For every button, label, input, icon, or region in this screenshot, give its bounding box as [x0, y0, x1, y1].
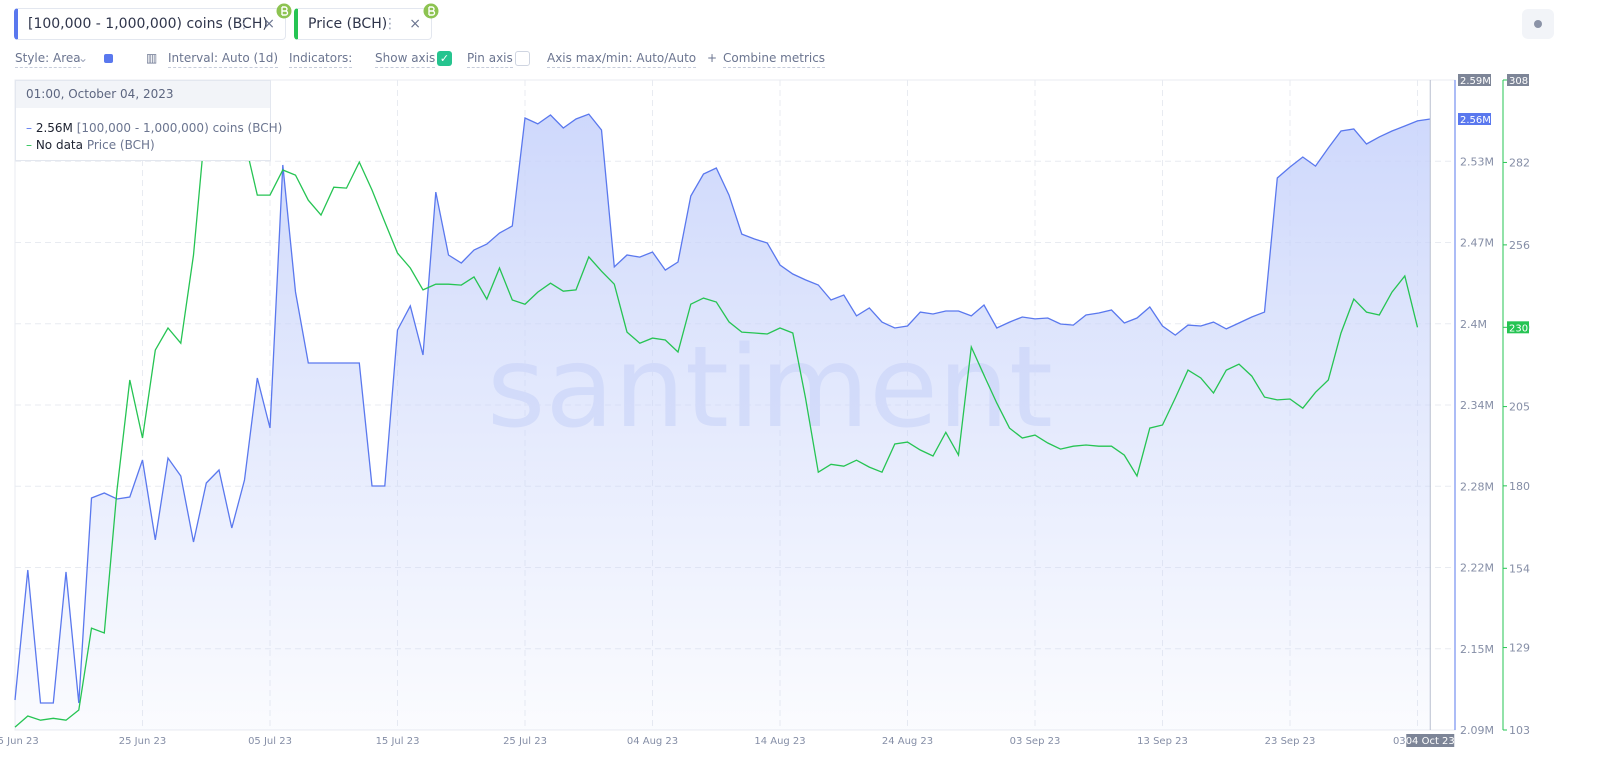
cursor-label-box: [1458, 113, 1491, 125]
combine-metrics[interactable]: Combine metrics: [723, 51, 826, 68]
x-tick-label: 15 Jul 23: [376, 736, 420, 747]
y-tick-label: 2.59M: [1460, 76, 1491, 87]
x-tick-label: 05 Jul 23: [248, 736, 292, 747]
color-picker[interactable]: [104, 54, 113, 63]
show-axis-toggle[interactable]: Show axis: [375, 51, 436, 68]
tooltip: 01:00, October 04, 2023 – 2.56M [100,000…: [15, 80, 283, 161]
x-tick-label: 24 Aug 23: [882, 736, 933, 747]
y-tick-label: 2.15M: [1460, 643, 1494, 656]
tooltip-value: No data: [35, 138, 83, 152]
y2-tick-label: 282: [1509, 156, 1530, 169]
y-tick-label: 2.4M: [1460, 318, 1487, 331]
interval-select[interactable]: Interval: Auto (1d): [168, 51, 279, 68]
y-tick-label: 2.53M: [1460, 155, 1494, 168]
cursor-x-label: 04 Oct 23: [1406, 736, 1455, 747]
x-tick-label: 14 Aug 23: [754, 736, 805, 747]
pin-axis-toggle[interactable]: Pin axis: [467, 51, 513, 68]
axis-minmax-select[interactable]: Axis max/min: Auto/Auto: [547, 51, 697, 68]
tooltip-row: – 2.56M [100,000 - 1,000,000) coins (BCH…: [26, 121, 283, 135]
x-tick-label: 15 Jun 23: [0, 736, 39, 747]
calendar-icon: ▥: [146, 51, 158, 65]
tooltip-date: 01:00, October 04, 2023: [16, 81, 270, 108]
close-icon[interactable]: ×: [409, 16, 421, 32]
menu-icon[interactable]: ⋮: [237, 16, 251, 32]
y2-tick-label: 205: [1509, 401, 1530, 414]
x-tick-label: 13 Sep 23: [1137, 736, 1188, 747]
tab-label: [100,000 - 1,000,000) coins (BCH): [28, 16, 268, 32]
tab-label: Price (BCH): [308, 16, 388, 32]
x-tick-label: 23 Sep 23: [1265, 736, 1316, 747]
axis-label-box: [1458, 74, 1491, 86]
y2-tick-label: 308: [1509, 76, 1528, 87]
cursor-label-box: [1406, 734, 1455, 747]
y-tick-label: 2.22M: [1460, 562, 1494, 575]
y2-tick-label: 129: [1509, 642, 1530, 655]
x-tick-label: 25 Jul 23: [503, 736, 547, 747]
coin-badge: [276, 3, 292, 19]
y-tick-label: 2.47M: [1460, 237, 1494, 250]
x-tick-label: 03 Sep 23: [1010, 736, 1061, 747]
coin-badge: [423, 3, 439, 19]
metric-tab[interactable]: [100,000 - 1,000,000) coins (BCH) ⋮ ×: [14, 8, 286, 40]
tooltip-value: 2.56M: [35, 121, 73, 135]
metric-tab[interactable]: Price (BCH) ⋮ ×: [294, 8, 432, 40]
y2-tick-label: 180: [1509, 480, 1530, 493]
x-tick-label: 25 Jun 23: [119, 736, 166, 747]
area-line: [14, 113, 1431, 704]
x-tick-label: 04 Aug 23: [627, 736, 678, 747]
y2-tick-label: 256: [1509, 239, 1530, 252]
tooltip-name: [100,000 - 1,000,000) coins (BCH): [76, 121, 283, 135]
y2-tick-label: 103: [1509, 724, 1530, 737]
close-icon[interactable]: ×: [263, 16, 275, 32]
chevron: ⌄: [78, 51, 89, 65]
tooltip-name: Price (BCH): [86, 138, 155, 152]
y-tick-label: 2.09M: [1460, 724, 1494, 737]
area-fill: [15, 114, 1431, 731]
indicators-select[interactable]: Indicators:: [289, 51, 353, 68]
y-tick-label: 2.28M: [1460, 480, 1494, 493]
tooltip-row: – No data Price (BCH): [26, 138, 155, 152]
cursor-y-label: 2.56M: [1460, 115, 1491, 126]
y2-tick-label: 154: [1509, 562, 1530, 575]
checkbox[interactable]: [515, 51, 530, 66]
plus-icon: +: [707, 51, 718, 65]
settings-button[interactable]: [1522, 9, 1554, 39]
cursor-label-box: [1507, 321, 1529, 334]
menu-icon[interactable]: ⋮: [383, 16, 397, 32]
style-select[interactable]: Style: Area: [15, 51, 81, 68]
cursor-y2-label: 230: [1509, 323, 1528, 334]
y-tick-label: 2.34M: [1460, 399, 1494, 412]
axis-label-box: [1507, 74, 1529, 86]
checkbox-checked[interactable]: ✓: [437, 51, 452, 66]
